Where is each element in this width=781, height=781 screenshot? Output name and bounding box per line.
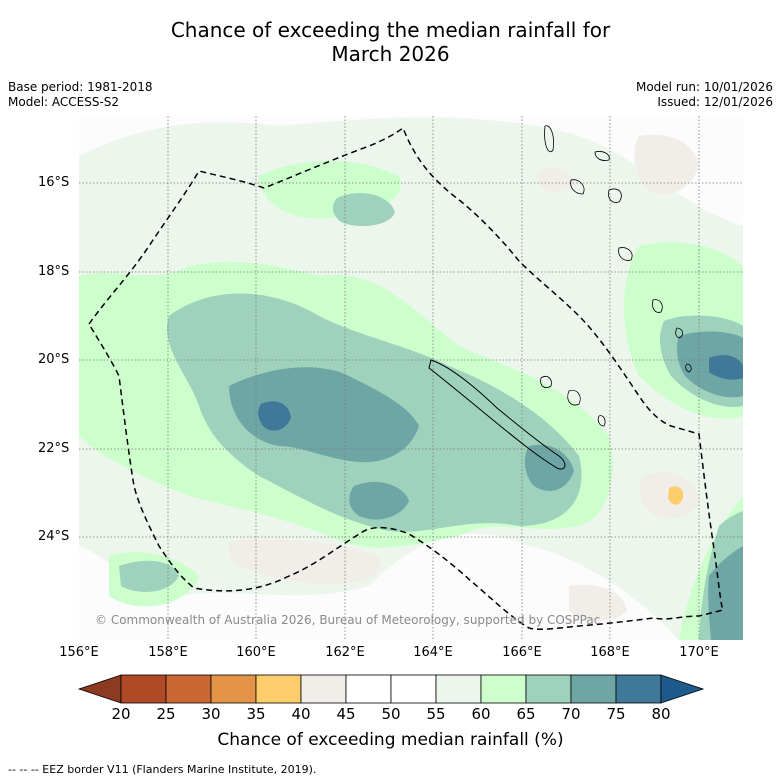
band-75-80-east (709, 355, 743, 380)
lat-label-18s: 18°S (38, 264, 70, 279)
loyalty-island-2 (567, 389, 581, 406)
cbar-tick-80: 80 (651, 705, 671, 723)
map-title: Chance of exceeding the median rainfall … (0, 18, 781, 66)
lon-label-168e: 168°E (590, 645, 630, 660)
cbar-tick-55: 55 (426, 705, 446, 723)
colorbar-swatch-65 (525, 674, 572, 704)
cbar-tick-20: 20 (111, 705, 131, 723)
cbar-tick-30: 30 (201, 705, 221, 723)
band-70-75-south (349, 481, 409, 520)
title-line-1: Chance of exceeding the median rainfall … (170, 18, 611, 42)
colorbar (77, 674, 705, 704)
cbar-tick-75: 75 (606, 705, 626, 723)
map-panel (79, 116, 743, 640)
vanuatu-island-6 (652, 299, 663, 313)
cbar-tick-70: 70 (561, 705, 581, 723)
cbar-tick-25: 25 (156, 705, 176, 723)
lat-label-24s: 24°S (38, 529, 70, 544)
cbar-tick-40: 40 (291, 705, 311, 723)
graticule (79, 116, 743, 640)
colorbar-swatch-20 (120, 674, 167, 704)
colorbar-extend-low (77, 674, 122, 704)
vanuatu-island-3 (570, 179, 585, 195)
vanuatu-island-8 (685, 363, 692, 373)
cbar-tick-65: 65 (516, 705, 536, 723)
colorbar-swatch-30 (210, 674, 257, 704)
colorbar-swatch-25 (165, 674, 212, 704)
meta-right: Model run: 10/01/2026 Issued: 12/01/2026 (636, 80, 773, 110)
vanuatu-island-2 (594, 151, 610, 161)
lon-label-164e: 164°E (413, 645, 453, 660)
band-65-70-north (332, 193, 395, 227)
colorbar-swatch-70 (570, 674, 617, 704)
copyright-notice: © Commonwealth of Australia 2026, Bureau… (95, 613, 601, 627)
title-line-2: March 2026 (331, 42, 450, 66)
vanuatu-island-4 (608, 188, 622, 203)
lon-label-160e: 160°E (236, 645, 276, 660)
map-canvas (79, 116, 743, 640)
loyalty-island-3 (597, 415, 606, 427)
vanuatu-island-5 (618, 247, 633, 261)
cbar-tick-50: 50 (381, 705, 401, 723)
lon-label-166e: 166°E (502, 645, 542, 660)
cbar-tick-35: 35 (246, 705, 266, 723)
eez-footnote: -- -- -- EEZ border V11 (Flanders Marine… (8, 763, 317, 776)
cbar-tick-45: 45 (336, 705, 356, 723)
band-40-45-southeast (569, 584, 627, 621)
lon-label-170e: 170°E (679, 645, 719, 660)
model-run: Model run: 10/01/2026 (635, 80, 773, 94)
new-caledonia-outline (428, 359, 566, 470)
colorbar-swatch-40 (300, 674, 347, 704)
colorbar-swatch-75 (615, 674, 662, 704)
lat-label-16s: 16°S (38, 175, 70, 190)
band-70-75-caledonia (524, 444, 574, 491)
band-75-80 (258, 401, 291, 431)
cbar-tick-60: 60 (471, 705, 491, 723)
band-40-45-south (229, 539, 381, 585)
base-period: Base period: 1981-2018 (8, 80, 153, 94)
colorbar-swatch-45 (345, 674, 392, 704)
colorbar-swatch-55 (435, 674, 482, 704)
colorbar-swatch-60 (480, 674, 527, 704)
band-35-40 (668, 486, 684, 505)
issued-date: Issued: 12/01/2026 (657, 95, 773, 109)
band-70-75-southeast (708, 546, 743, 640)
lat-label-20s: 20°S (38, 352, 70, 367)
lat-label-22s: 22°S (38, 441, 70, 456)
colorbar-swatch-50 (390, 674, 437, 704)
meta-left: Base period: 1981-2018 Model: ACCESS-S2 (8, 80, 153, 110)
model-name: Model: ACCESS-S2 (8, 95, 120, 109)
vanuatu-island-7 (675, 327, 683, 339)
lon-label-158e: 158°E (148, 645, 188, 660)
eez-border (88, 126, 725, 630)
lon-label-162e: 162°E (325, 645, 365, 660)
band-70-75 (229, 367, 419, 463)
band-40-45-north-small (539, 168, 574, 192)
lon-label-156e: 156°E (59, 645, 99, 660)
colorbar-extend-high (660, 674, 705, 704)
vanuatu-island-1 (544, 125, 554, 152)
band-65-70-southwest (119, 560, 179, 592)
band-40-45-north (634, 134, 699, 195)
colorbar-swatch-35 (255, 674, 302, 704)
loyalty-island-1 (540, 376, 552, 388)
colorbar-title: Chance of exceeding median rainfall (%) (217, 730, 564, 750)
